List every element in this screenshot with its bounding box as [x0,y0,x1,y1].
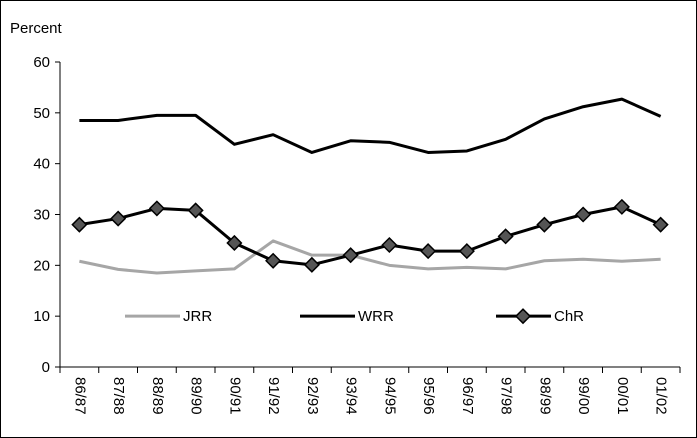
legend-label: ChR [554,308,584,325]
x-tick-label: 88/89 [149,377,166,415]
point-marker [71,216,88,233]
x-tick-label: 87/88 [110,377,127,415]
x-tick-label: 95/96 [420,377,437,415]
y-axis-label: Percent [10,20,63,37]
x-tick-label: 93/94 [343,377,360,415]
point-marker [458,243,475,260]
x-tick-label: 90/91 [226,377,243,415]
y-tick-label: 10 [33,308,50,325]
point-marker [342,247,359,264]
y-tick-label: 0 [42,359,50,376]
point-marker [536,216,553,233]
point-marker [226,234,243,252]
point-marker [613,198,630,215]
point-marker [303,256,320,273]
point-marker [110,210,127,227]
legend-marker [514,308,532,325]
point-marker [187,202,204,219]
legend-label: WRR [358,308,394,325]
x-tick-label: 89/90 [188,377,205,415]
point-marker [652,216,669,233]
x-tick-label: 94/95 [381,377,398,415]
y-tick-label: 30 [33,207,50,224]
x-tick-label: 92/93 [304,377,321,415]
series-line [79,239,661,275]
series-line [79,205,662,267]
point-marker [381,236,398,254]
x-tick-label: 97/98 [498,377,515,415]
x-tick-label: 91/92 [265,377,282,415]
y-tick-label: 60 [33,54,50,71]
x-tick-label: 99/00 [575,377,592,415]
y-tick-label: 40 [33,156,50,173]
x-tick-label: 01/02 [653,377,670,415]
x-tick-label: 00/01 [614,377,631,415]
point-marker [575,206,592,223]
x-tick-label: 98/99 [536,377,553,415]
x-tick-label: 96/97 [459,377,476,415]
point-marker [420,243,437,260]
y-tick-label: 50 [33,105,50,122]
x-tick-label: 86/87 [71,377,88,415]
series-line [79,97,662,154]
point-marker [148,200,165,217]
legend-label: JRR [183,308,212,325]
point-marker [497,228,514,245]
point-marker [265,252,282,269]
y-tick-label: 20 [33,257,50,274]
